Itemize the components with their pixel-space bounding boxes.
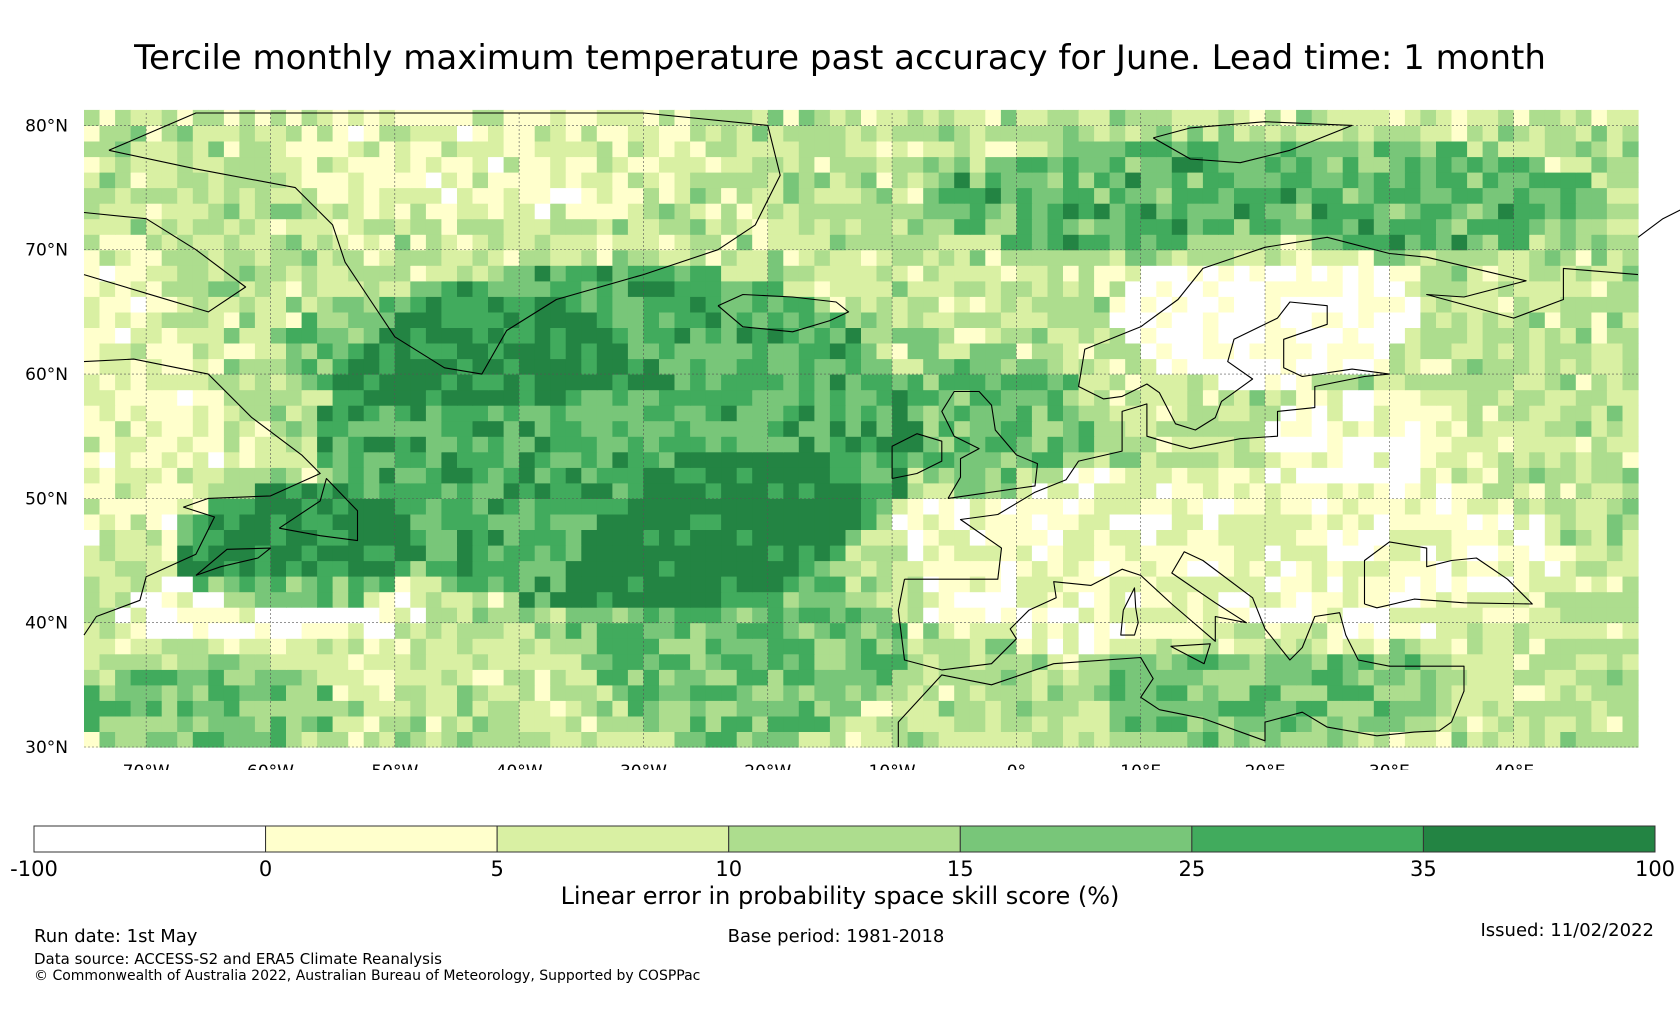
longitude-label: 10°W xyxy=(869,762,916,770)
latitude-label: 40°N xyxy=(25,614,68,634)
latitude-label: 50°N xyxy=(25,489,68,509)
coastline xyxy=(1078,236,1390,431)
coastline xyxy=(278,477,359,542)
colorbar-tick-label: -100 xyxy=(10,857,58,880)
colorbar-swatch xyxy=(33,825,267,853)
longitude-label: 20°W xyxy=(744,762,791,770)
colorbar-swatch xyxy=(728,825,961,853)
longitude-label: 0° xyxy=(1007,762,1026,770)
coastlines xyxy=(83,112,1680,747)
colorbar-tick-label: 100 xyxy=(1635,857,1675,880)
latitude-label: 30°N xyxy=(25,738,68,758)
longitude-labels: 70°W 60°W 50°W 40°W 30°W 20°W 10°W 0° 10°E 20°E 30… xyxy=(123,762,1534,770)
latitude-label: 60°N xyxy=(25,365,68,385)
coastline xyxy=(83,358,321,636)
coastline xyxy=(891,433,943,480)
colorbar-swatch xyxy=(1422,825,1656,853)
colorbar-tick-label: 5 xyxy=(490,857,503,880)
colorbar-tick-label: 0 xyxy=(259,857,272,880)
coastline xyxy=(897,656,1452,747)
colorbar-tick-label: 10 xyxy=(715,857,742,880)
copyright: © Commonwealth of Australia 2022, Austra… xyxy=(34,968,701,984)
colorbar-tick-label: 15 xyxy=(947,857,974,880)
colorbar-swatch xyxy=(265,825,498,853)
colorbar-tick-label: 25 xyxy=(1178,857,1205,880)
longitude-label: 40°E xyxy=(1493,762,1534,770)
graticule xyxy=(84,113,1638,748)
issued-date: Issued: 11/02/2022 xyxy=(1480,920,1654,941)
coastline xyxy=(1363,541,1533,609)
skill-field xyxy=(84,109,1639,748)
latitude-label: 70°N xyxy=(25,241,68,261)
coastline xyxy=(897,551,1465,723)
latitude-labels: 80°N 70°N 60°N 50°N 40°N 30°N xyxy=(25,116,68,758)
coastline xyxy=(1389,252,1639,319)
coastline xyxy=(108,112,781,375)
longitude-label: 40°W xyxy=(496,762,543,770)
data-source: Data source: ACCESS-S2 and ERA5 Climate … xyxy=(34,950,442,968)
longitude-label: 60°W xyxy=(247,762,294,770)
longitude-label: 30°W xyxy=(620,762,667,770)
coastline xyxy=(195,547,272,576)
coastline xyxy=(1637,209,1680,238)
longitude-label: 30°E xyxy=(1369,762,1410,770)
colorbar-swatch xyxy=(1191,825,1424,853)
coastline xyxy=(717,293,850,333)
colorbar-label: Linear error in probability space skill … xyxy=(560,882,1120,910)
coastline xyxy=(1152,121,1353,164)
colorbar-swatch xyxy=(496,825,730,853)
coastline xyxy=(1170,643,1211,665)
map-title: Tercile monthly maximum temperature past… xyxy=(134,38,1546,78)
coastline xyxy=(1120,587,1139,636)
colorbar-swatch xyxy=(959,825,1193,853)
base-period: Base period: 1981-2018 xyxy=(727,926,945,947)
colorbar-tick-label: 35 xyxy=(1410,857,1437,880)
longitude-label: 50°W xyxy=(371,762,418,770)
run-date: Run date: 1st May xyxy=(34,926,198,947)
longitude-label: 70°W xyxy=(123,762,170,770)
coastline xyxy=(941,390,1039,499)
colorbar: -100 0 5 10 15 25 35 100 xyxy=(10,825,1675,880)
latitude-label: 80°N xyxy=(25,116,68,136)
coastline xyxy=(904,373,1390,580)
longitude-label: 20°E xyxy=(1245,762,1286,770)
longitude-label: 10°E xyxy=(1120,762,1161,770)
skill-map: 80°N 70°N 60°N 50°N 40°N 30°N 70°W 60°W 50°W 40°… xyxy=(25,109,1680,770)
coastline xyxy=(83,211,247,313)
